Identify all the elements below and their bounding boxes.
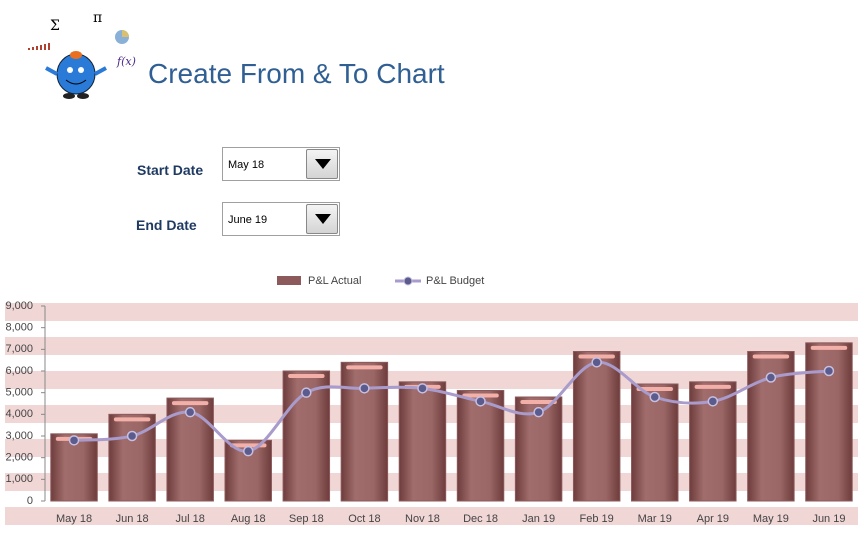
x-tick-label: Mar 19 bbox=[638, 513, 672, 525]
budget-marker bbox=[68, 435, 80, 446]
start-date-label: Start Date bbox=[137, 162, 204, 178]
budget-marker bbox=[591, 357, 602, 368]
bar bbox=[398, 381, 447, 502]
bar-highlight bbox=[636, 387, 673, 391]
page-title: Create From & To Chart bbox=[148, 58, 445, 89]
y-tick-label: 8,000 bbox=[5, 322, 33, 334]
x-tick-label: Feb 19 bbox=[580, 513, 614, 525]
end-date-label: End Date bbox=[136, 217, 197, 233]
y-tick-label: 1,000 bbox=[5, 473, 33, 485]
start-date-dropdown[interactable]: May 18 bbox=[222, 147, 340, 181]
bar-highlight bbox=[171, 401, 209, 406]
y-tick-label: 6,000 bbox=[5, 365, 33, 377]
budget-marker bbox=[126, 430, 138, 442]
y-tick-label: 5,000 bbox=[5, 387, 33, 399]
bar-highlight bbox=[520, 400, 557, 404]
bar-highlight bbox=[810, 345, 848, 350]
x-tick-label: Jun 19 bbox=[812, 513, 845, 525]
bar-highlight bbox=[113, 417, 151, 422]
bar bbox=[631, 383, 679, 502]
logo-pie-slice bbox=[122, 30, 129, 37]
logo-pi: π bbox=[93, 10, 102, 26]
bar bbox=[572, 351, 621, 502]
y-tick-label: 9,000 bbox=[5, 300, 33, 312]
legend-marker bbox=[403, 276, 413, 286]
budget-marker bbox=[707, 396, 719, 407]
legend-label: P&L Budget bbox=[426, 275, 484, 287]
budget-line bbox=[73, 360, 830, 453]
x-tick-label: May 18 bbox=[56, 513, 92, 525]
budget-marker bbox=[475, 396, 486, 407]
budget-marker bbox=[533, 406, 544, 418]
dropdown-button[interactable] bbox=[306, 204, 338, 234]
bar-highlight bbox=[462, 393, 499, 398]
chart: 0 1,000 2,000 3,000 4,000 5,000 6,000 7,000 8,00… bbox=[5, 275, 858, 525]
bar-highlight bbox=[752, 354, 790, 359]
y-tick-label: 0 bbox=[27, 495, 33, 507]
bar bbox=[456, 390, 505, 502]
x-tick-label: May 19 bbox=[753, 513, 789, 525]
bar-highlight bbox=[288, 374, 325, 378]
start-date-value: May 18 bbox=[228, 159, 265, 171]
legend-label: P&L Actual bbox=[308, 275, 361, 287]
y-tick-label: 3,000 bbox=[5, 430, 33, 442]
dropdown-button[interactable] bbox=[306, 149, 338, 179]
end-date-dropdown[interactable]: June 19 bbox=[222, 202, 340, 236]
budget-marker bbox=[301, 387, 312, 398]
bar-highlight bbox=[346, 365, 383, 370]
x-tick-label: Jul 18 bbox=[175, 513, 204, 525]
y-tick-label: 2,000 bbox=[5, 452, 33, 464]
budget-marker bbox=[417, 383, 428, 394]
x-tick-label: Dec 18 bbox=[463, 513, 498, 525]
logo-fx: f(x) bbox=[116, 55, 136, 68]
x-tick-label: Jan 19 bbox=[522, 513, 555, 525]
y-tick-label: 7,000 bbox=[5, 343, 33, 355]
y-tick-label: 4,000 bbox=[5, 408, 33, 420]
logo-body bbox=[56, 53, 96, 95]
budget-marker bbox=[765, 372, 777, 383]
legend-swatch bbox=[277, 276, 301, 285]
x-tick-label: Oct 18 bbox=[348, 513, 380, 525]
budget-marker bbox=[184, 406, 196, 418]
logo-sigma: Σ bbox=[50, 18, 60, 34]
x-tick-label: Aug 18 bbox=[231, 513, 266, 525]
logo-hat bbox=[70, 51, 82, 59]
logo: Σ π f(x) bbox=[28, 10, 136, 99]
bar-highlight bbox=[694, 384, 732, 389]
bar-highlight bbox=[578, 354, 615, 359]
x-tick-label: Jun 18 bbox=[116, 513, 149, 525]
x-tick-label: Sep 18 bbox=[289, 513, 324, 525]
x-tick-label: Nov 18 bbox=[405, 513, 440, 525]
budget-marker bbox=[649, 391, 660, 403]
logo-bars bbox=[28, 43, 50, 50]
end-date-value: June 19 bbox=[228, 214, 268, 226]
x-tick-label: Apr 19 bbox=[697, 513, 729, 525]
budget-marker bbox=[823, 365, 835, 377]
budget-marker bbox=[243, 445, 254, 457]
budget-marker bbox=[359, 383, 370, 394]
